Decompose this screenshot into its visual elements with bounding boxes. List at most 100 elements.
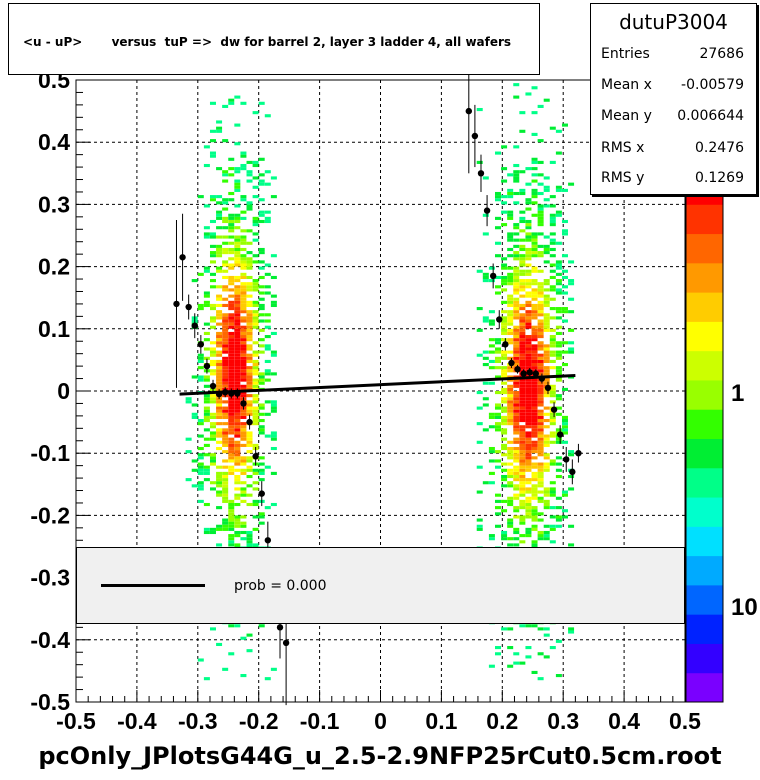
heatmap-cell — [543, 260, 550, 264]
heatmap-cell — [537, 313, 544, 317]
heatmap-cell — [234, 279, 241, 283]
heatmap-cell — [264, 114, 271, 118]
heatmap-cell — [216, 415, 223, 419]
stat-label: Mean x — [601, 77, 652, 93]
heatmap-cell — [240, 375, 247, 379]
heatmap-cell — [203, 269, 210, 273]
heatmap-cell — [543, 425, 550, 429]
heatmap-cell — [531, 86, 538, 90]
heatmap-cell — [537, 310, 544, 314]
heatmap-cell — [531, 446, 538, 451]
heatmap-cell — [519, 446, 526, 451]
heatmap-cell — [252, 195, 259, 199]
heatmap-cell — [252, 394, 259, 398]
palette-swatch — [686, 672, 723, 703]
heatmap-cell — [216, 506, 223, 510]
heatmap-cell — [537, 412, 544, 416]
heatmap-cell — [222, 303, 229, 308]
heatmap-cell — [525, 391, 532, 395]
heatmap-cell — [525, 319, 532, 323]
heatmap-cell — [234, 440, 241, 444]
heatmap-cell — [531, 195, 538, 199]
heatmap-cell — [264, 319, 271, 323]
heatmap-cell — [488, 381, 495, 385]
heatmap-cell — [543, 381, 550, 385]
profile-point — [276, 624, 284, 631]
heatmap-cell — [228, 257, 235, 261]
heatmap-cell — [525, 515, 532, 519]
heatmap-cell — [513, 400, 520, 404]
heatmap-cell — [209, 527, 216, 531]
heatmap-cell — [525, 285, 532, 289]
heatmap-cell — [531, 254, 538, 258]
heatmap-cell — [513, 170, 520, 174]
heatmap-cell — [476, 107, 483, 112]
heatmap-cell — [537, 481, 544, 485]
heatmap-cell — [531, 160, 538, 164]
heatmap-cell — [252, 487, 259, 491]
heatmap-cell — [216, 338, 223, 342]
heatmap-cell — [476, 307, 483, 311]
heatmap-cell — [531, 527, 538, 531]
heatmap-cell — [246, 319, 253, 323]
heatmap-cell — [501, 422, 508, 426]
heatmap-cell — [222, 347, 229, 351]
profile-point — [544, 384, 552, 392]
heatmap-cell — [252, 468, 259, 472]
heatmap-cell — [222, 471, 229, 475]
heatmap-cell — [234, 123, 241, 127]
heatmap-cell — [240, 521, 247, 525]
heatmap-cell — [568, 453, 575, 457]
heatmap-cell — [216, 524, 223, 528]
heatmap-cell — [519, 468, 526, 472]
heatmap-cell — [270, 372, 277, 376]
palette-swatch — [686, 204, 723, 235]
heatmap-cell — [252, 219, 259, 224]
heatmap-cell — [264, 335, 271, 339]
heatmap-cell — [549, 394, 556, 398]
heatmap-cell — [525, 446, 532, 451]
heatmap-cell — [501, 331, 508, 336]
heatmap-cell — [513, 397, 520, 401]
heatmap-cell — [209, 415, 216, 419]
heatmap-cell — [222, 440, 229, 444]
heatmap-cell — [537, 499, 544, 503]
heatmap-cell — [543, 188, 550, 192]
heatmap-cell — [525, 512, 532, 516]
heatmap-cell — [222, 216, 229, 220]
palette-swatch — [686, 321, 723, 352]
heatmap-cell — [531, 391, 538, 395]
heatmap-cell — [531, 509, 538, 513]
heatmap-cell — [234, 478, 241, 482]
heatmap-cell — [209, 431, 216, 435]
heatmap-cell — [513, 328, 520, 332]
heatmap-cell — [240, 422, 247, 426]
heatmap-cell — [531, 515, 538, 519]
heatmap-cell — [240, 238, 247, 242]
heatmap-cell — [246, 229, 253, 233]
stat-label: Entries — [601, 46, 650, 62]
heatmap-cell — [258, 338, 265, 342]
heatmap-cell — [507, 521, 514, 525]
palette-swatch — [686, 467, 723, 498]
heatmap-cell — [222, 437, 229, 441]
heatmap-cell — [264, 506, 271, 510]
heatmap-cell — [240, 530, 247, 535]
heatmap-cell — [252, 363, 259, 367]
heatmap-cell — [258, 624, 265, 628]
heatmap-cell — [513, 266, 520, 270]
heatmap-cell — [488, 534, 495, 538]
heatmap-cell — [240, 235, 247, 239]
heatmap-cell — [537, 251, 544, 255]
heatmap-cell — [246, 288, 253, 292]
heatmap-cell — [543, 440, 550, 444]
heatmap-cell — [246, 207, 253, 211]
heatmap-cell — [525, 425, 532, 429]
heatmap-cell — [519, 338, 526, 342]
heatmap-cell — [537, 391, 544, 395]
heatmap-cell — [519, 325, 526, 329]
heatmap-cell — [234, 378, 241, 382]
heatmap-cell — [549, 384, 556, 388]
heatmap-cell — [216, 366, 223, 370]
heatmap-cell — [234, 415, 241, 419]
